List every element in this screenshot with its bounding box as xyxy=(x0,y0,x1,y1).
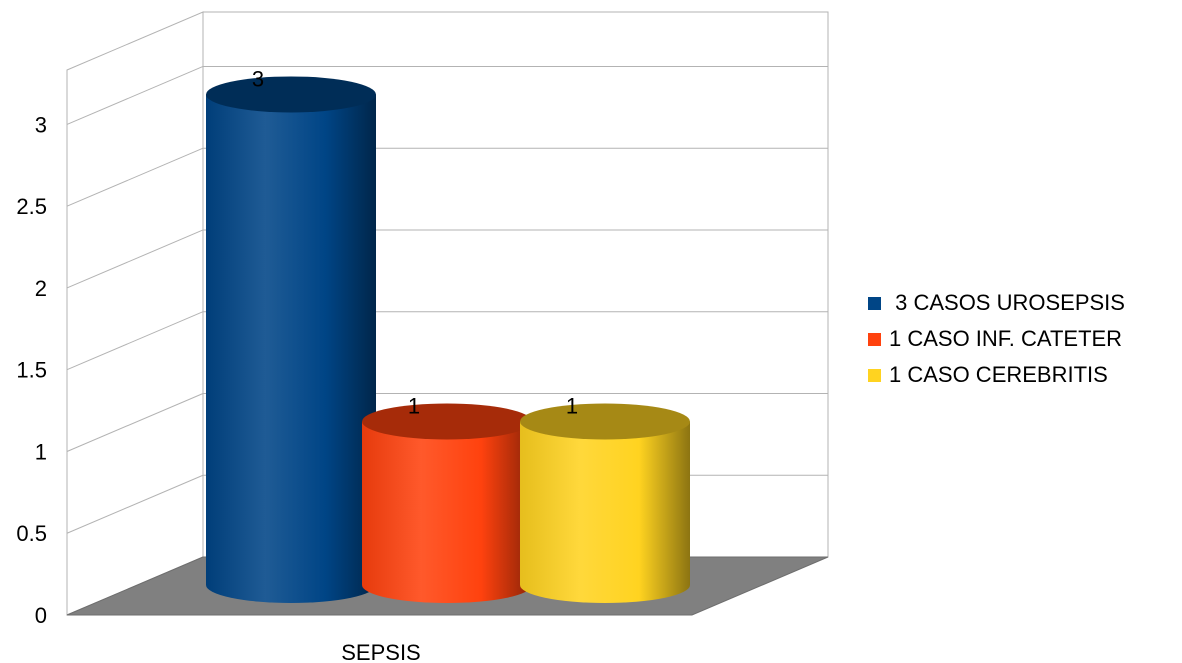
data-label-1: 3 xyxy=(252,66,264,91)
x-axis-categories: SEPSIS xyxy=(341,640,420,663)
gridline-side xyxy=(66,65,204,125)
y-tick-label: 2.5 xyxy=(16,194,47,219)
x-category-label: SEPSIS xyxy=(341,640,420,663)
bar-body-2 xyxy=(362,421,532,603)
legend-swatch xyxy=(868,332,881,346)
legend-label: 1 CASO CEREBRITIS xyxy=(889,362,1108,387)
legend-label: 1 CASO INF. CATETER xyxy=(889,326,1123,351)
gridline-side xyxy=(66,474,204,534)
y-tick-label: 1 xyxy=(35,439,47,464)
bar-body-3 xyxy=(520,421,690,603)
y-tick-label: 3 xyxy=(35,112,47,137)
y-tick-label: 0.5 xyxy=(16,521,47,546)
legend-item-2: 1 CASO INF. CATETER xyxy=(868,321,1125,357)
legend-swatch xyxy=(868,368,881,382)
bar-body-1 xyxy=(206,94,376,604)
gridline-side xyxy=(66,229,204,289)
legend-item-3: 1 CASO CEREBRITIS xyxy=(868,357,1125,393)
data-labels: 3 1 1 xyxy=(252,66,578,418)
y-tick-label: 1.5 xyxy=(16,358,47,383)
data-label-2: 1 xyxy=(408,393,420,418)
legend: 3 CASOS UROSEPSIS 1 CASO INF. CATETER 1 CA… xyxy=(868,285,1125,393)
y-tick-label: 2 xyxy=(35,276,47,301)
y-axis-ticks: 0 0.5 1 1.5 2 2.5 3 xyxy=(16,112,47,628)
bar-cap-3 xyxy=(520,403,690,440)
legend-item-1: 3 CASOS UROSEPSIS xyxy=(868,285,1125,321)
bars xyxy=(206,76,690,604)
legend-label: 3 CASOS UROSEPSIS xyxy=(889,290,1125,315)
legend-swatch xyxy=(868,296,881,310)
bar-cap-2 xyxy=(362,403,532,440)
data-label-3: 1 xyxy=(566,393,578,418)
gridline-side xyxy=(66,393,204,452)
bar-cap-1 xyxy=(206,76,376,113)
gridline-side xyxy=(66,147,204,207)
y-tick-label: 0 xyxy=(35,603,47,628)
gridline-side xyxy=(66,311,204,371)
